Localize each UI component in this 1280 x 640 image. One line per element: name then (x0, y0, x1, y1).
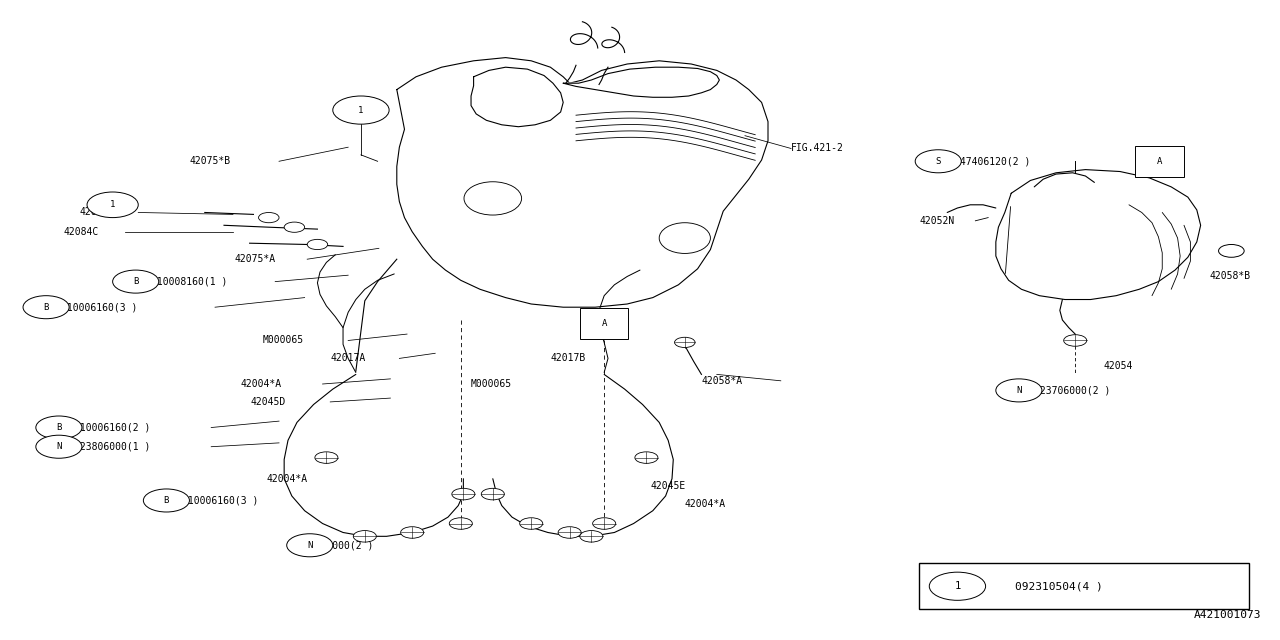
Circle shape (449, 518, 472, 529)
Circle shape (113, 270, 159, 293)
Circle shape (915, 150, 961, 173)
Text: 42054: 42054 (1103, 361, 1133, 371)
Text: N: N (56, 442, 61, 451)
Text: 1: 1 (955, 581, 960, 591)
Text: 42004*A: 42004*A (266, 474, 307, 484)
Text: 1: 1 (110, 200, 115, 209)
Text: S: S (936, 157, 941, 166)
Circle shape (452, 488, 475, 500)
Circle shape (1064, 335, 1087, 346)
Text: 42004*A: 42004*A (685, 499, 726, 509)
Text: 023806000(1 ): 023806000(1 ) (74, 442, 151, 452)
Circle shape (36, 416, 82, 439)
Text: 42058*A: 42058*A (701, 376, 742, 386)
Text: A421001073: A421001073 (1193, 609, 1261, 620)
Circle shape (520, 518, 543, 529)
Text: 092310504(4 ): 092310504(4 ) (1015, 581, 1103, 591)
Text: 010008160(1 ): 010008160(1 ) (151, 276, 228, 287)
Circle shape (143, 489, 189, 512)
Circle shape (36, 435, 82, 458)
Circle shape (87, 192, 138, 218)
Text: A: A (1157, 157, 1162, 166)
Circle shape (307, 239, 328, 250)
Circle shape (929, 572, 986, 600)
Text: 023806000(2 ): 023806000(2 ) (297, 540, 374, 550)
Text: 010006160(3 ): 010006160(3 ) (182, 495, 259, 506)
Text: 42017B: 42017B (550, 353, 586, 364)
Circle shape (1219, 244, 1244, 257)
Circle shape (23, 296, 69, 319)
Text: 42052J: 42052J (79, 207, 115, 218)
Text: 42004*A: 42004*A (241, 379, 282, 389)
Polygon shape (563, 67, 719, 97)
Bar (919, 563, 1249, 609)
Text: 42052N: 42052N (919, 216, 955, 226)
Text: 010006160(3 ): 010006160(3 ) (61, 302, 138, 312)
Text: 42075*A: 42075*A (234, 254, 275, 264)
Text: 42058*B: 42058*B (1210, 271, 1251, 282)
Circle shape (401, 527, 424, 538)
Text: B: B (164, 496, 169, 505)
Text: 047406120(2 ): 047406120(2 ) (954, 156, 1030, 166)
Circle shape (558, 527, 581, 538)
Polygon shape (996, 170, 1201, 300)
Bar (1135, 146, 1184, 177)
Text: 42045D: 42045D (251, 397, 287, 407)
Text: 1: 1 (358, 106, 364, 115)
Circle shape (675, 337, 695, 348)
Text: B: B (44, 303, 49, 312)
Text: B: B (56, 423, 61, 432)
Circle shape (635, 452, 658, 463)
Circle shape (353, 531, 376, 542)
Text: 010006160(2 ): 010006160(2 ) (74, 422, 151, 433)
Polygon shape (471, 67, 563, 127)
Circle shape (287, 534, 333, 557)
Text: 42084C: 42084C (64, 227, 100, 237)
Text: M000065: M000065 (471, 379, 512, 389)
Polygon shape (397, 58, 768, 307)
Text: 023706000(2 ): 023706000(2 ) (1034, 385, 1111, 396)
Circle shape (333, 96, 389, 124)
Text: 42045E: 42045E (650, 481, 686, 492)
Circle shape (996, 379, 1042, 402)
Text: B: B (133, 277, 138, 286)
Text: FIG.421-2: FIG.421-2 (791, 143, 844, 154)
Circle shape (580, 531, 603, 542)
Circle shape (481, 488, 504, 500)
Text: N: N (307, 541, 312, 550)
Circle shape (315, 452, 338, 463)
Bar (580, 308, 628, 339)
Circle shape (284, 222, 305, 232)
Text: M000065: M000065 (262, 335, 303, 346)
Text: N: N (1016, 386, 1021, 395)
Text: 42075*B: 42075*B (189, 156, 230, 166)
Circle shape (593, 518, 616, 529)
Text: 42017A: 42017A (330, 353, 366, 364)
Circle shape (259, 212, 279, 223)
Text: A: A (602, 319, 607, 328)
